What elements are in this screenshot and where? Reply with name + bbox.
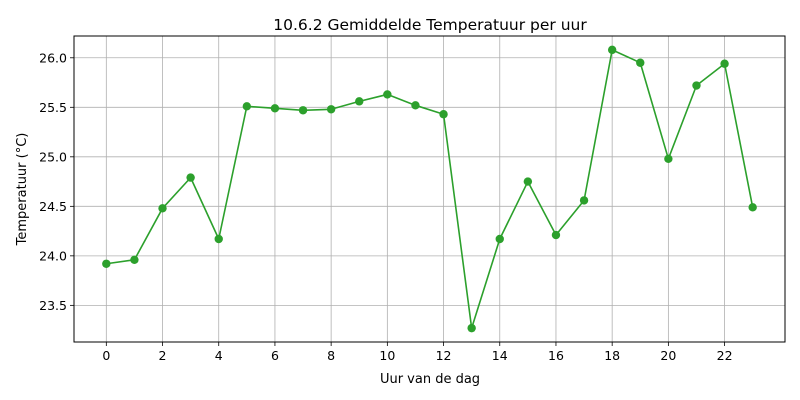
data-point: [411, 101, 420, 110]
data-point: [523, 177, 533, 186]
x-tick-label: 8: [327, 348, 335, 363]
chart-title: 10.6.2 Gemiddelde Temperatuur per uur: [273, 16, 587, 34]
x-tick-label: 16: [548, 348, 564, 363]
y-tick-label: 25.0: [39, 149, 67, 164]
data-point: [579, 196, 589, 205]
data-point: [270, 104, 280, 113]
x-tick-label: 0: [102, 348, 110, 363]
data-point: [551, 230, 561, 240]
data-point: [158, 204, 167, 213]
data-point: [298, 106, 308, 115]
data-point: [748, 203, 757, 212]
data-point: [102, 259, 111, 268]
y-tick-label: 24.5: [39, 199, 67, 214]
x-tick-label: 6: [271, 348, 279, 363]
y-tick-label: 25.5: [39, 100, 67, 115]
data-point: [383, 90, 392, 99]
plot-frame: [73, 35, 786, 343]
data-point: [607, 45, 617, 55]
data-point: [692, 81, 701, 90]
y-tick-label: 24.0: [39, 248, 67, 263]
data-point: [495, 234, 504, 244]
y-axis-label: Temperatuur (°C): [15, 133, 30, 247]
x-tick-label: 20: [660, 348, 676, 363]
x-tick-label: 14: [492, 348, 508, 363]
data-point: [720, 59, 729, 68]
data-point: [467, 323, 476, 333]
data-point: [355, 97, 364, 106]
x-tick-label: 22: [717, 348, 733, 363]
x-tick-label: 12: [436, 348, 452, 363]
data-point: [664, 154, 673, 163]
x-tick-label: 18: [604, 348, 620, 363]
x-tick-label: 10: [379, 348, 395, 363]
x-axis-label: Uur van de dag: [380, 372, 480, 387]
series-layer: [102, 45, 757, 333]
y-tick-label: 26.0: [39, 50, 67, 65]
x-axis-ticks: 0 2 4 6 8 10 12 14 16 18 20 22: [102, 342, 733, 363]
series-line: [106, 49, 754, 329]
data-point: [439, 110, 448, 119]
y-tick-label: 23.5: [39, 298, 67, 313]
x-tick-label: 2: [159, 348, 167, 363]
grid-lines: [74, 36, 785, 342]
data-point: [242, 102, 252, 111]
data-point: [326, 105, 336, 114]
y-axis-ticks: 23.5 24.0 24.5 25.0 25.5 26.0: [39, 50, 74, 313]
data-point: [214, 234, 223, 244]
data-point: [186, 173, 195, 182]
data-point: [636, 58, 645, 67]
x-tick-label: 4: [215, 348, 223, 363]
data-point: [130, 255, 139, 265]
